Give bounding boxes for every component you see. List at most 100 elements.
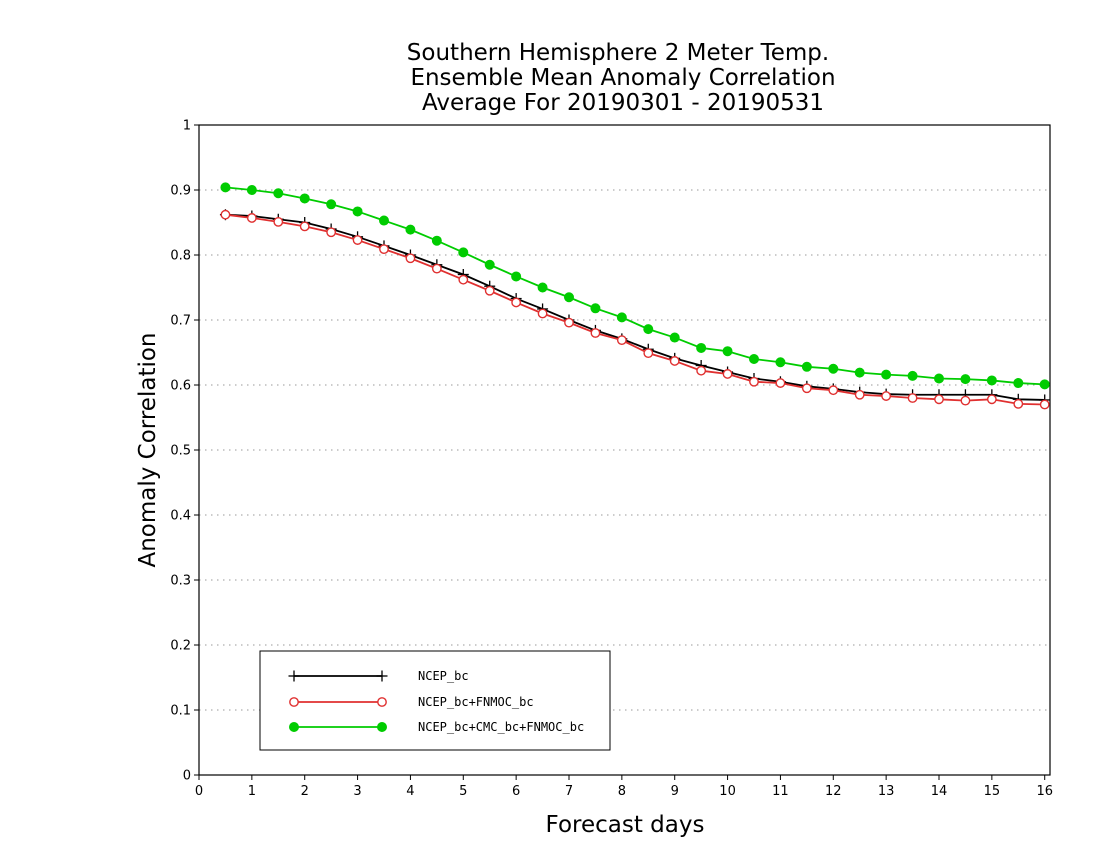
data-point: [273, 188, 284, 199]
x-tick-label: 8: [618, 784, 626, 799]
data-point: [801, 361, 812, 372]
data-point: [696, 342, 707, 353]
y-tick-label: 0.9: [170, 184, 191, 199]
series-line: [225, 213, 1045, 401]
x-axis-title: Forecast days: [546, 812, 705, 838]
data-point: [511, 271, 522, 282]
y-tick-label: 0.8: [170, 249, 191, 264]
data-point: [511, 297, 522, 308]
x-tick-label: 11: [772, 784, 789, 799]
data-point: [405, 224, 416, 235]
x-tick-label: 10: [719, 784, 736, 799]
data-point: [458, 247, 469, 258]
data-point: [934, 394, 944, 405]
data-point: [458, 274, 469, 285]
data-point: [1039, 399, 1050, 410]
x-tick-label: 13: [878, 784, 895, 799]
data-point: [484, 259, 495, 270]
legend-label: NCEP_bc+FNMOC_bc: [418, 695, 534, 709]
data-point: [299, 193, 310, 204]
legend-marker: [376, 722, 387, 733]
x-tick-label: 9: [671, 784, 679, 799]
data-point: [749, 353, 760, 364]
data-point: [405, 253, 416, 264]
data-point: [616, 335, 627, 346]
data-point: [960, 395, 971, 406]
data-point: [246, 213, 257, 223]
y-axis-ticks: 0 0.1 0.2 0.3 0.4 0.5 0.6 0.7 0.8 0.9 1: [170, 119, 199, 784]
data-point: [749, 376, 759, 387]
data-point: [564, 292, 575, 303]
data-point: [1013, 398, 1024, 409]
data-point: [643, 348, 654, 359]
x-tick-label: 2: [301, 784, 309, 799]
x-tick-label: 7: [565, 784, 573, 799]
data-point: [669, 332, 680, 343]
x-tick-label: 12: [825, 784, 842, 799]
legend-marker: [377, 697, 387, 707]
y-axis-title: Anomaly Correlation: [135, 332, 161, 567]
data-point: [696, 365, 707, 376]
data-point: [907, 393, 918, 403]
data-point: [326, 199, 337, 210]
y-tick-label: 0.7: [170, 314, 191, 329]
legend-entries: NCEP_bc NCEP_bc+FNMOC_bc NCEP_bc+CMC_bc+FN…: [288, 669, 584, 734]
data-point: [986, 394, 997, 405]
x-tick-label: 16: [1036, 784, 1053, 799]
data-point: [907, 370, 918, 381]
y-tick-label: 0: [183, 769, 191, 784]
grid-lines: [199, 189, 1050, 711]
legend-entry: NCEP_bc: [288, 669, 469, 683]
data-point: [246, 184, 257, 195]
data-point: [854, 367, 865, 378]
series-2: [220, 209, 1050, 410]
data-point: [854, 389, 865, 400]
legend-marker: [376, 670, 388, 682]
data-point: [934, 373, 945, 384]
data-point: [1013, 378, 1024, 389]
x-axis-ticks: 0 1 2 3 4 5 6 7 8 9 10 11 12 13 14 15 16: [195, 775, 1053, 799]
legend-marker: [289, 697, 299, 707]
data-point: [775, 378, 786, 388]
legend-entry: NCEP_bc+CMC_bc+FNMOC_bc: [288, 720, 584, 734]
series-layer: [219, 182, 1051, 410]
y-tick-label: 0.5: [170, 444, 191, 459]
chart-title-line: Average For 20190301 - 20190531: [422, 90, 824, 116]
y-tick-label: 0.4: [170, 509, 191, 524]
data-point: [881, 369, 892, 380]
data-point: [590, 328, 601, 338]
legend: NCEP_bc NCEP_bc+FNMOC_bc NCEP_bc+CMC_bc+FN…: [259, 650, 611, 751]
y-tick-label: 0.1: [170, 704, 191, 719]
data-point: [564, 317, 574, 328]
chart-title-line: Ensemble Mean Anomaly Correlation: [410, 65, 835, 91]
data-point: [616, 312, 627, 323]
data-point: [220, 209, 231, 220]
data-point: [986, 375, 997, 386]
x-tick-label: 3: [353, 784, 361, 799]
legend-label: NCEP_bc: [418, 669, 469, 683]
data-point: [775, 357, 786, 368]
legend-marker: [288, 722, 299, 733]
data-point: [326, 227, 337, 238]
chart-title-line: Southern Hemisphere 2 Meter Temp.: [407, 40, 829, 66]
data-point: [299, 221, 310, 232]
data-point: [431, 263, 442, 274]
data-point: [378, 215, 389, 226]
data-point: [669, 356, 680, 366]
data-point: [220, 182, 231, 193]
data-point: [352, 206, 363, 217]
data-point: [643, 324, 654, 335]
data-point: [352, 235, 363, 245]
x-tick-label: 1: [248, 784, 256, 799]
data-point: [590, 303, 601, 314]
x-tick-label: 6: [512, 784, 520, 799]
data-point: [273, 216, 284, 227]
x-tick-label: 5: [459, 784, 467, 799]
data-point: [828, 385, 839, 396]
data-point: [537, 308, 548, 319]
y-tick-label: 0.6: [170, 379, 191, 394]
data-point: [379, 244, 389, 255]
x-tick-label: 0: [195, 784, 203, 799]
series-line: [225, 186, 1045, 386]
